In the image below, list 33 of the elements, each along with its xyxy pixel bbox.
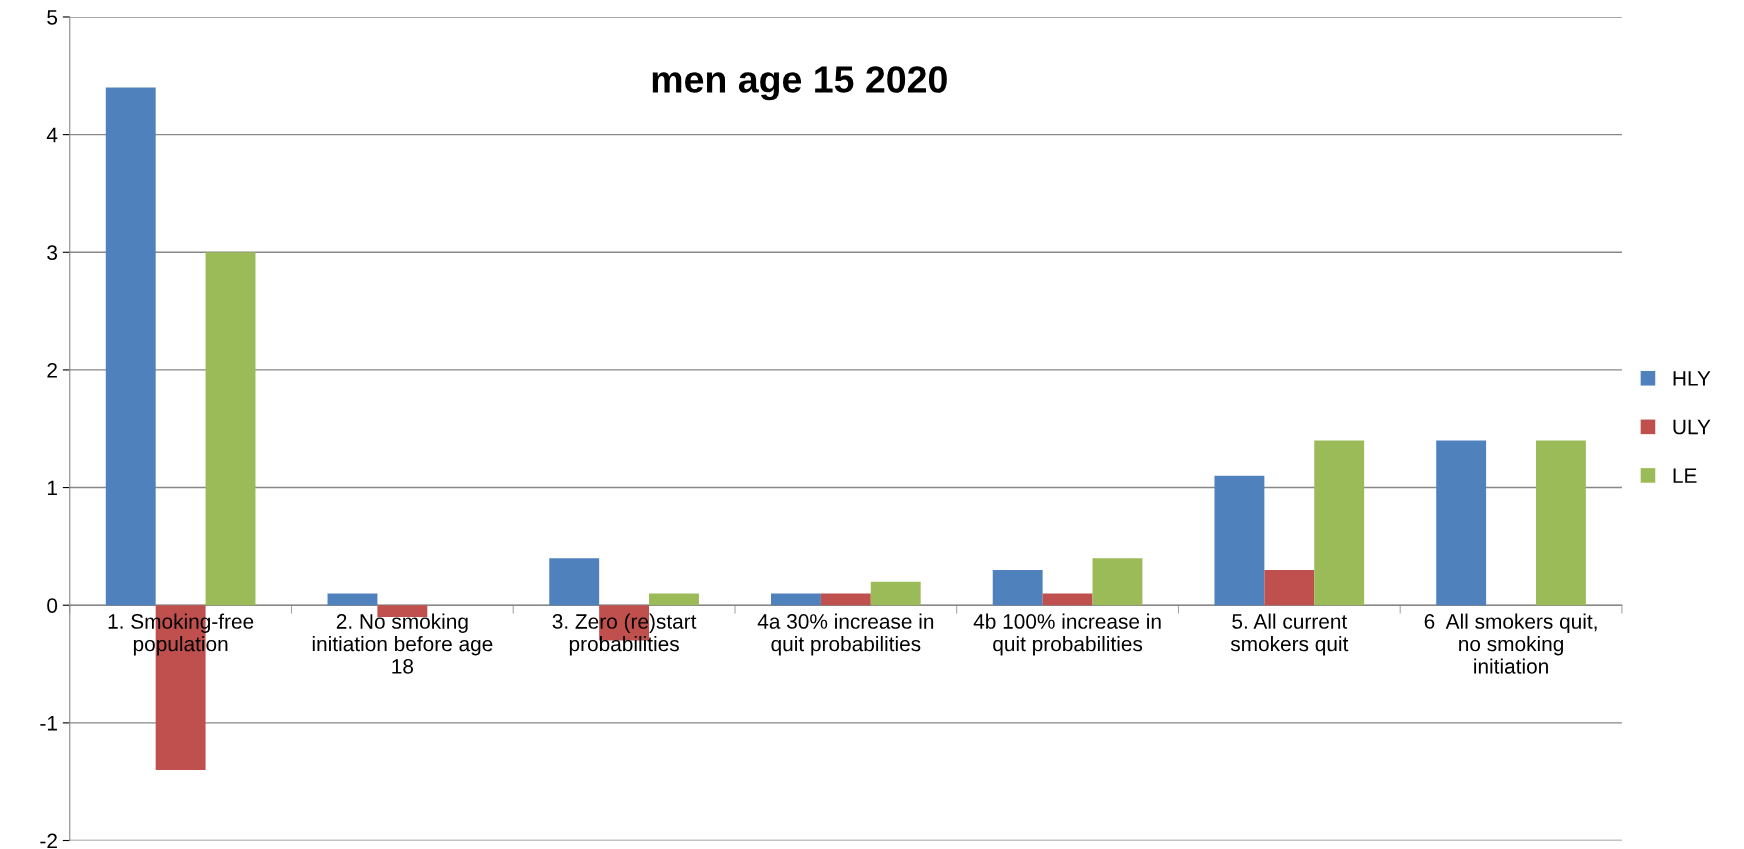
bar <box>1536 440 1586 606</box>
y-tick-label: 3 <box>47 245 58 261</box>
bar <box>105 87 156 606</box>
bar <box>870 581 921 606</box>
bar <box>1436 440 1487 606</box>
x-tick-label: 2. No smoking initiation before age 18 <box>312 613 493 674</box>
text: men age 15 2020 <box>652 66 947 101</box>
x-tick-label: 4b 100% increase in quit probabilities <box>973 613 1161 656</box>
bar <box>1042 593 1093 606</box>
bar <box>649 593 699 606</box>
bar <box>820 593 871 606</box>
legend-label: ULY <box>1673 419 1711 435</box>
y-tick-label: 4 <box>46 127 58 143</box>
bar <box>549 558 600 606</box>
bar <box>1314 440 1365 606</box>
bar <box>771 593 821 606</box>
bar <box>205 252 256 606</box>
bar <box>1264 569 1315 606</box>
x-tick-label: 4a 30% increase in quit probabilities <box>757 613 934 656</box>
y-tick-label: -1 <box>40 716 57 731</box>
legend-label: LE <box>1673 468 1697 483</box>
y-tick-label: 5 <box>47 10 58 25</box>
y-tick-label: 0 <box>47 598 58 613</box>
y-tick-label: 1 <box>47 480 57 496</box>
bar <box>992 569 1043 606</box>
y-tick-label: -2 <box>40 833 57 849</box>
legend-label: HLY <box>1673 371 1711 386</box>
x-tick-label: 6 All smokers quit, no smoking initiation <box>1424 613 1597 674</box>
bar <box>1214 475 1265 606</box>
y-tick-label: 2 <box>47 362 57 378</box>
bar <box>1092 558 1143 606</box>
bar <box>327 593 378 606</box>
x-tick-label: 5. All current smokers quit <box>1230 613 1349 656</box>
